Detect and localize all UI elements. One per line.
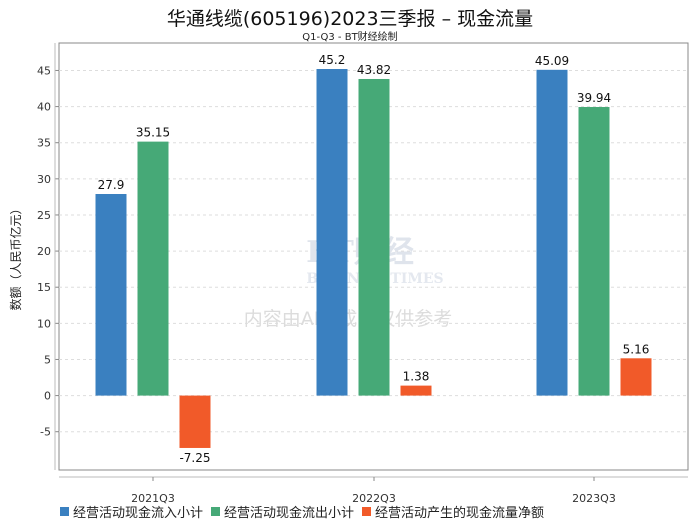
y-tick-label: 40 [37,101,51,114]
bar [400,385,432,396]
y-tick-label: 20 [37,245,51,258]
legend-item[interactable]: 经营活动现金流出小计 [211,502,354,521]
y-tick-label: 10 [37,317,51,330]
y-tick-label: -5 [40,426,51,439]
y-axis-label: 数额（人民币亿元） [8,202,23,310]
legend-item[interactable]: 经营活动产生的现金流量净额 [362,502,544,521]
x-tick-label: 2022Q3 [352,492,396,505]
bar [358,78,390,396]
chart-subtitle: Q1-Q3 - BT财经绘制 [302,32,398,43]
chart-title: 华通线缆(605196)2023三季报 – 现金流量 [166,8,534,30]
bar [95,194,127,396]
data-label: 1.38 [403,370,430,384]
bar [179,395,211,448]
y-tick-label: 15 [37,281,51,294]
legend-label: 经营活动现金流入小计 [73,506,204,521]
y-tick-label: 0 [44,390,51,403]
legend-swatch [211,507,221,516]
legend-label: 经营活动产生的现金流量净额 [375,506,545,521]
y-tick-label: 45 [37,64,51,77]
y-tick-label: 30 [37,173,51,186]
x-tick-label: 2023Q3 [572,492,616,505]
data-label: 43.82 [357,63,391,77]
data-label: 35.15 [136,126,170,140]
legend-swatch [60,507,69,516]
watermark-notice: 内容由AI生成，仅供参考 [244,308,453,330]
data-label: 5.16 [623,342,650,356]
legend-swatch [362,507,372,516]
legend: 经营活动现金流入小计 经营活动现金流出小计 经营活动产生的现金流量净额 [60,502,544,521]
bar [137,141,169,396]
y-tick-label: 5 [44,353,51,366]
bar [536,69,568,396]
bar [578,107,610,396]
data-label: 45.2 [319,53,346,67]
y-tick-label: 35 [37,137,51,150]
bar [316,69,348,396]
data-label: 27.9 [98,178,125,192]
legend-label: 经营活动现金流出小计 [224,506,355,521]
y-tick-label: 25 [37,209,51,222]
data-label: 45.09 [535,54,569,68]
bar [620,358,652,396]
x-tick-label: 2021Q3 [131,492,175,505]
data-label: -7.25 [179,451,210,465]
legend-item[interactable]: 经营活动现金流入小计 [60,502,203,521]
data-label: 39.94 [577,91,611,105]
